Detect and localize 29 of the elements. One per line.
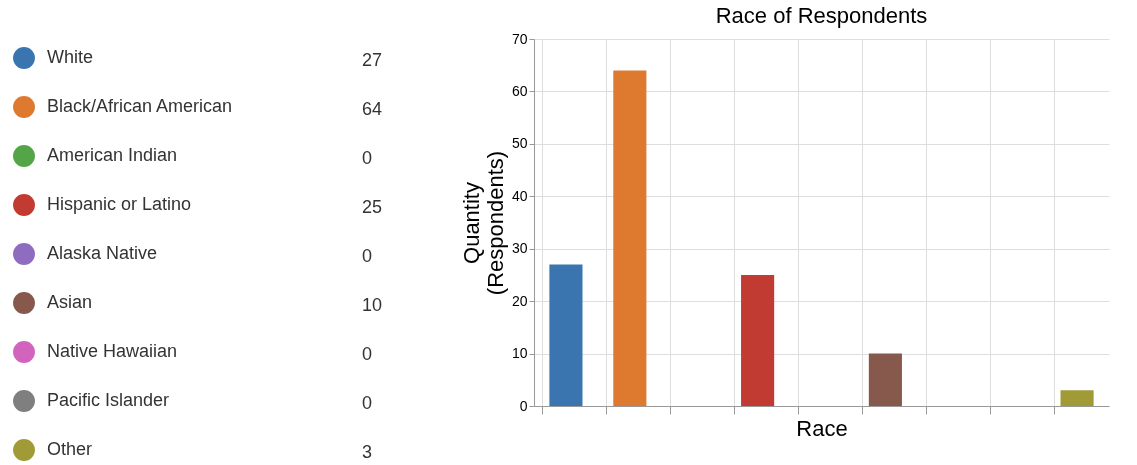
y-tick-label: 10: [511, 345, 528, 362]
y-tick-label: 40: [511, 187, 528, 204]
y-tick-label: 60: [511, 82, 528, 99]
legend-label: Alaska Native: [47, 243, 158, 263]
legend-label: Hispanic or Latino: [47, 194, 192, 214]
x-axis-title: Race: [796, 416, 848, 441]
legend-label: Black/African American: [47, 96, 233, 116]
legend-label: American Indian: [47, 145, 178, 165]
text: 64: [362, 98, 383, 119]
text: 0: [362, 245, 373, 266]
legend-label: Native Hawaiian: [47, 341, 178, 361]
text: 0: [362, 147, 373, 168]
legend-label: White: [47, 47, 94, 67]
legend-label: Pacific Islander: [47, 390, 170, 410]
legend-label: Other: [47, 439, 93, 459]
text: 27: [362, 49, 383, 70]
y-tick-label: 0: [519, 397, 528, 414]
legend-label: Asian: [47, 292, 93, 312]
y-tick-label: 70: [511, 30, 528, 47]
y-tick-label: 20: [511, 292, 528, 309]
text: 25: [362, 196, 383, 217]
text: 0: [362, 343, 373, 364]
y-tick-label: 30: [511, 240, 528, 257]
text: 3: [362, 441, 373, 462]
y-tick-label: 50: [511, 135, 528, 152]
chart-title: Race of Respondents: [715, 3, 928, 28]
text: 10: [362, 294, 383, 315]
text: 0: [362, 392, 373, 413]
y-axis-title: Quantity (Respondents): [458, 150, 508, 296]
